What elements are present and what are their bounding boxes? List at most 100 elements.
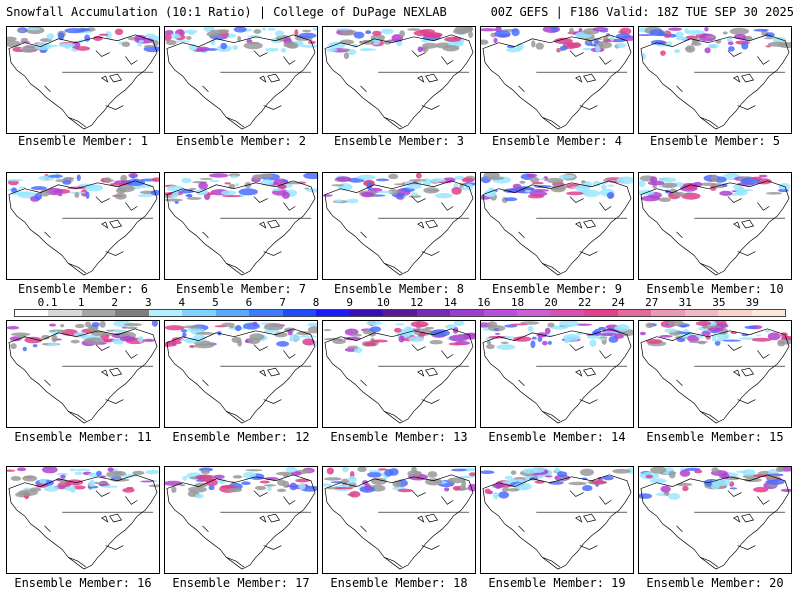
snowfall-field <box>7 467 159 500</box>
map-panel <box>638 172 792 280</box>
ensemble-member-label: Ensemble Member: 4 <box>491 134 623 148</box>
run-valid-time: 00Z GEFS | F186 Valid: 18Z TUE SEP 30 20… <box>490 5 794 19</box>
color-scale-bar <box>14 309 786 317</box>
snowfall-field <box>323 173 475 204</box>
legend-tick-label: 7 <box>279 296 286 309</box>
snowfall-field <box>326 27 474 60</box>
legend-swatch <box>81 310 116 316</box>
legend-tick-label: 10 <box>376 296 390 309</box>
legend-tick-label: 5 <box>212 296 219 309</box>
legend-swatch <box>550 310 585 316</box>
snowfall-field <box>639 27 791 60</box>
legend-swatch <box>718 310 752 316</box>
legend-tick-label: 16 <box>477 296 491 309</box>
legend-swatch <box>416 310 451 316</box>
ensemble-member-label: Ensemble Member: 16 <box>14 576 152 590</box>
legend-tick-label: 0.1 <box>37 296 58 309</box>
map-panel <box>6 172 160 280</box>
ensemble-member-label: Ensemble Member: 20 <box>646 576 784 590</box>
legend-swatch <box>316 310 350 316</box>
map-panel <box>164 172 318 280</box>
snowfall-field <box>481 173 633 204</box>
legend-tick-label: 18 <box>510 296 525 309</box>
legend-tick-label: 6 <box>245 296 253 309</box>
map-panel <box>638 320 792 428</box>
snowfall-field <box>165 173 317 204</box>
map-panel <box>480 466 634 574</box>
legend-tick-label: 12 <box>410 296 424 309</box>
ensemble-member-label: Ensemble Member: 12 <box>172 430 310 444</box>
map-panel <box>164 466 318 574</box>
map-panel <box>638 26 792 134</box>
snowfall-field <box>639 321 791 347</box>
ensemble-member-label: Ensemble Member: 10 <box>646 282 784 296</box>
legend-tick-label: 39 <box>745 296 760 309</box>
snowfall-field <box>323 467 475 498</box>
legend-tick-label: 27 <box>645 296 659 309</box>
snowfall-field <box>639 173 791 203</box>
legend-swatch <box>450 310 484 316</box>
legend-swatch <box>651 310 685 316</box>
map-panel <box>6 320 160 428</box>
snowfall-field <box>323 321 475 354</box>
map-panel <box>322 172 476 280</box>
ensemble-member-label: Ensemble Member: 19 <box>488 576 626 590</box>
legend-tick-label: 14 <box>443 296 457 309</box>
legend-swatch <box>483 310 518 316</box>
legend-swatch <box>517 310 551 316</box>
legend-swatch <box>182 310 216 316</box>
legend-tick-label: 2 <box>111 296 118 309</box>
snowfall-field <box>481 321 633 350</box>
map-panel <box>480 320 634 428</box>
legend-tick-label: 8 <box>312 296 320 309</box>
snowfall-field <box>7 27 159 53</box>
map-panel <box>6 26 160 134</box>
ensemble-member-label: Ensemble Member: 13 <box>330 430 468 444</box>
legend-swatch <box>349 310 384 316</box>
map-panel <box>322 26 476 134</box>
legend-tick-label: 9 <box>346 296 353 309</box>
legend-tick-label: 22 <box>577 296 592 309</box>
legend-swatch <box>15 310 49 316</box>
ensemble-member-label: Ensemble Member: 14 <box>488 430 626 444</box>
legend-swatch <box>215 310 250 316</box>
map-panel <box>322 320 476 428</box>
snowfall-field <box>165 321 317 349</box>
legend-tick-label: 24 <box>611 296 625 309</box>
legend-tick-label: 4 <box>178 296 186 309</box>
snowfall-field <box>481 467 633 500</box>
chart-title: Snowfall Accumulation (10:1 Ratio) | Col… <box>6 5 447 19</box>
map-panel <box>6 466 160 574</box>
legend-tick-label: 20 <box>544 296 558 309</box>
ensemble-member-label: Ensemble Member: 7 <box>175 282 307 296</box>
legend-swatch <box>115 310 149 316</box>
ensemble-member-label: Ensemble Member: 18 <box>330 576 468 590</box>
legend-swatch <box>148 310 183 316</box>
legend-swatch <box>684 310 719 316</box>
legend-swatch <box>48 310 82 316</box>
ensemble-member-label: Ensemble Member: 11 <box>14 430 152 444</box>
ensemble-member-label: Ensemble Member: 17 <box>172 576 310 590</box>
snowfall-field <box>481 27 633 53</box>
ensemble-member-label: Ensemble Member: 9 <box>491 282 623 296</box>
map-panel <box>480 26 634 134</box>
snowfall-field <box>165 27 317 54</box>
legend-swatch <box>751 310 786 316</box>
ensemble-member-label: Ensemble Member: 6 <box>17 282 149 296</box>
legend-swatch <box>383 310 417 316</box>
legend-swatch <box>282 310 317 316</box>
snowfall-field <box>639 467 791 500</box>
legend-tick-label: 3 <box>144 296 152 309</box>
ensemble-member-label: Ensemble Member: 5 <box>649 134 781 148</box>
map-panel <box>164 26 318 134</box>
ensemble-member-label: Ensemble Member: 15 <box>646 430 784 444</box>
map-panel <box>164 320 318 428</box>
legend-swatch <box>617 310 652 316</box>
legend-tick-label: 1 <box>77 296 85 309</box>
legend-tick-label: 31 <box>678 296 692 309</box>
snowfall-field <box>165 467 317 499</box>
map-panel <box>480 172 634 280</box>
legend-swatch <box>584 310 618 316</box>
snowfall-field <box>7 173 159 202</box>
ensemble-member-label: Ensemble Member: 3 <box>333 134 465 148</box>
